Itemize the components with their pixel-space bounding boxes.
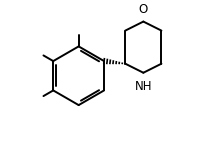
Text: O: O [139,3,148,16]
Text: NH: NH [135,80,152,93]
